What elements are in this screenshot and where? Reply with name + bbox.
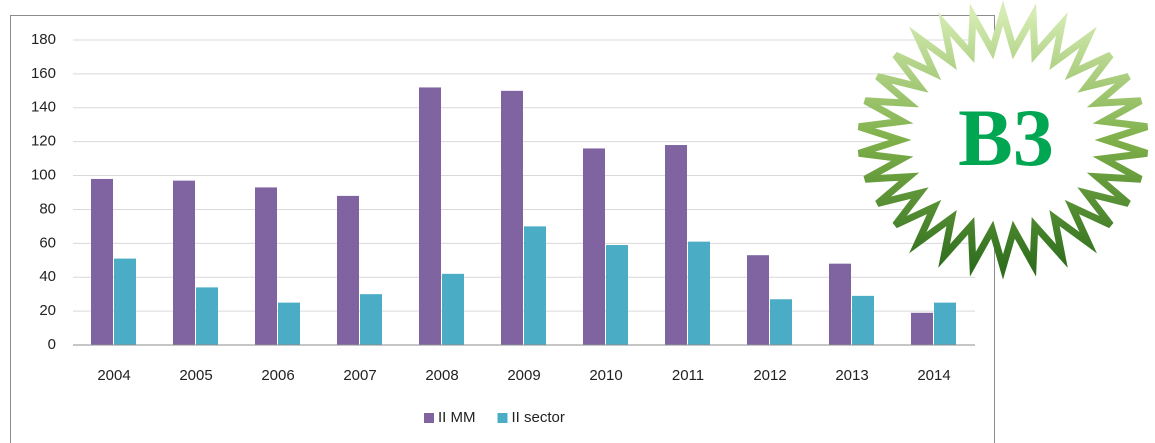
bar (173, 181, 195, 345)
bar (360, 294, 382, 345)
y-tick-label: 100 (31, 167, 56, 184)
bar (852, 296, 874, 345)
bar (91, 179, 113, 345)
legend-label: II MM (438, 409, 476, 426)
chart: 0 20 40 60 80 100 120 140 160 180 2004 2005 2006 2007… (0, 0, 1155, 443)
legend-swatch (498, 413, 508, 423)
bar (747, 255, 769, 345)
y-tick-label: 140 (31, 99, 56, 116)
bar (934, 303, 956, 345)
x-tick-label: 2009 (507, 367, 540, 384)
bar (114, 259, 136, 345)
y-tick-label: 40 (39, 268, 56, 285)
x-tick-label: 2007 (343, 367, 376, 384)
x-tick-label: 2004 (97, 367, 130, 384)
badge-label: B3 (958, 92, 1054, 183)
bar (442, 274, 464, 345)
bar (688, 242, 710, 345)
y-tick-label: 0 (48, 336, 56, 353)
bar (606, 245, 628, 345)
x-tick-label: 2012 (753, 367, 786, 384)
y-tick-label: 120 (31, 133, 56, 150)
x-tick-label: 2013 (835, 367, 868, 384)
legend-label: II sector (512, 409, 565, 426)
bar (501, 91, 523, 345)
x-tick-label: 2011 (672, 367, 704, 384)
bar (524, 226, 546, 345)
y-tick-label: 20 (39, 302, 56, 319)
bar (419, 87, 441, 345)
bar (911, 313, 933, 345)
bar (829, 264, 851, 345)
x-tick-label: 2006 (261, 367, 294, 384)
bar (665, 145, 687, 345)
legend-swatch (424, 413, 434, 423)
x-tick-label: 2008 (425, 367, 458, 384)
y-tick-label: 180 (31, 31, 56, 48)
x-tick-label: 2005 (179, 367, 212, 384)
bar (770, 299, 792, 345)
x-tick-label: 2014 (917, 367, 950, 384)
y-tick-label: 60 (39, 234, 56, 251)
bar (583, 148, 605, 345)
y-tick-label: 160 (31, 65, 56, 82)
y-tick-label: 80 (39, 200, 56, 217)
x-tick-label: 2010 (589, 367, 622, 384)
bar (196, 287, 218, 345)
bar (337, 196, 359, 345)
bar (255, 187, 277, 345)
bar (278, 303, 300, 345)
